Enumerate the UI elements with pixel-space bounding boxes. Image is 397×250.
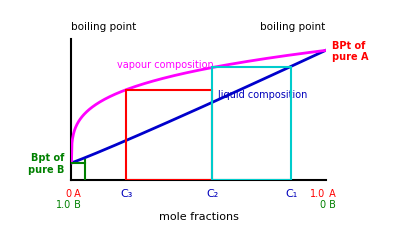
Bar xyxy=(126,90,212,180)
Bar xyxy=(212,68,291,180)
Text: 1.0: 1.0 xyxy=(310,188,326,198)
Text: C₂: C₂ xyxy=(206,188,219,198)
Text: mole fractions: mole fractions xyxy=(158,211,239,221)
Text: B: B xyxy=(71,200,81,209)
Text: vapour composition: vapour composition xyxy=(117,60,214,70)
Text: 1.0: 1.0 xyxy=(56,200,71,209)
Text: Bpt of
pure B: Bpt of pure B xyxy=(28,152,65,174)
Text: boiling point: boiling point xyxy=(260,22,326,32)
Text: B: B xyxy=(326,200,335,209)
Text: 0: 0 xyxy=(66,188,71,198)
Text: BPt of
pure A: BPt of pure A xyxy=(332,40,369,62)
Text: C₁: C₁ xyxy=(285,188,297,198)
Text: A: A xyxy=(326,188,335,198)
Text: liquid composition: liquid composition xyxy=(218,90,307,100)
Text: C₃: C₃ xyxy=(120,188,132,198)
Text: 0: 0 xyxy=(320,200,326,209)
Text: A: A xyxy=(71,188,81,198)
Text: boiling point: boiling point xyxy=(71,22,137,32)
